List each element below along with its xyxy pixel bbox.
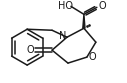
Text: O: O xyxy=(26,45,34,55)
Text: N: N xyxy=(59,31,67,41)
Text: HO: HO xyxy=(59,1,74,11)
Text: O: O xyxy=(98,1,106,11)
Text: O: O xyxy=(88,52,96,62)
Polygon shape xyxy=(83,14,85,28)
